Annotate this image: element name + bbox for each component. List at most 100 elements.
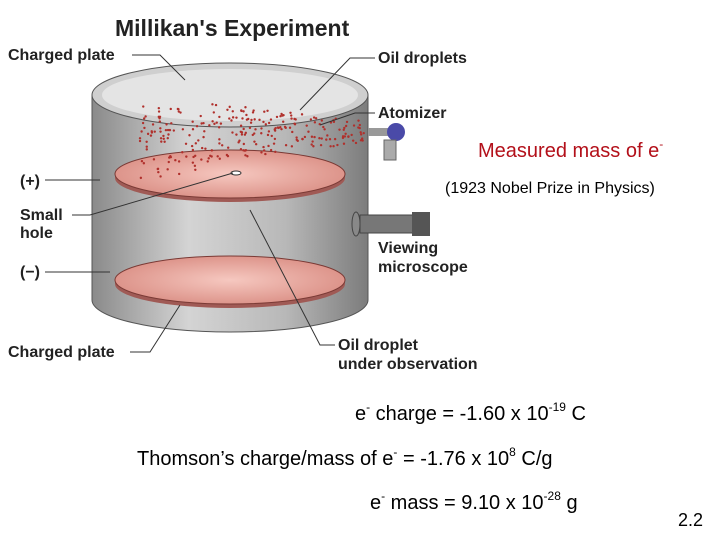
droplet [138,137,142,140]
title: Millikan's Experiment [115,15,350,41]
droplet [288,126,292,129]
text: mass = 9.10 x 10 [385,492,544,514]
droplet [250,118,253,122]
droplet [242,110,245,113]
droplet [347,135,350,139]
droplet [200,146,204,150]
page-number: 2.2 [678,510,704,530]
droplet [336,143,339,147]
droplet [279,115,282,118]
text: = -1.76 x 10 [397,448,510,470]
droplet [202,121,205,125]
droplet [264,152,267,156]
droplet [341,135,345,138]
droplet [357,119,360,122]
droplet [310,143,313,146]
droplet [300,113,304,116]
droplet [342,142,346,145]
droplet [284,144,288,147]
droplet [218,157,221,160]
droplet [144,115,147,118]
droplets [138,103,365,180]
droplet [211,103,214,106]
droplet [318,137,321,140]
droplet [239,124,243,127]
droplet [241,117,244,120]
droplet [204,147,207,150]
label: under observation [338,356,478,373]
label: Viewing [378,240,438,257]
droplet [194,142,198,145]
droplet [260,127,263,130]
droplet [273,137,277,141]
droplet [216,155,219,158]
droplet [208,124,211,127]
droplet [226,146,230,149]
droplet [230,119,233,122]
droplet [140,159,144,163]
label: Oil droplet [338,337,419,354]
droplet [192,155,195,159]
droplet [269,148,273,152]
droplet [212,111,216,114]
droplet [170,122,173,125]
droplet [179,111,182,114]
droplet [360,137,364,140]
text: Thomson’s charge/mass of e [137,448,394,470]
droplet [188,134,191,137]
droplet [320,119,324,122]
droplet [260,151,263,154]
droplet [266,133,270,137]
droplet [311,140,314,143]
droplet [263,110,266,113]
droplet [141,121,145,125]
droplet [320,137,323,140]
equation: e- charge = -1.60 x 10-19 C [355,401,586,426]
droplet [290,145,294,148]
droplet [166,128,170,132]
droplet [239,130,243,133]
droplet [319,143,323,147]
droplet [138,139,142,143]
microscope [351,211,430,237]
text: Measured mass of e [478,140,660,162]
droplet [157,115,160,119]
droplet [194,168,197,171]
equation: e- mass = 9.10 x 10-28 g [370,490,578,515]
text: charge = -1.60 x 10 [370,403,549,425]
droplet [218,138,221,141]
leader-lines [45,54,375,353]
droplet [305,124,308,127]
droplet [276,126,280,129]
droplet [228,105,231,109]
droplet [280,112,283,116]
droplet [163,140,166,143]
droplet [217,126,221,129]
droplet [279,125,282,129]
droplet [313,135,316,139]
droplet [190,144,194,148]
note: (1923 Nobel Prize in Physics) [445,180,655,197]
label: (−) [20,264,40,281]
droplet [345,120,349,124]
droplet [282,120,285,123]
droplet [313,121,317,124]
droplet [244,149,248,152]
droplet [191,148,195,152]
equation: Thomson’s charge/mass of e- = -1.76 x 10… [137,446,553,471]
droplet [244,106,247,109]
droplet [343,135,347,138]
droplet [172,129,176,132]
droplet [344,132,347,135]
droplet [329,145,332,148]
droplet [165,123,168,126]
droplet [253,132,256,135]
droplet [246,155,249,158]
note: Measured mass of e- [478,138,663,163]
droplet [177,172,181,176]
droplet [219,122,223,125]
droplet [272,142,276,145]
droplet [168,128,172,132]
droplet [301,137,304,141]
droplet [169,107,172,111]
